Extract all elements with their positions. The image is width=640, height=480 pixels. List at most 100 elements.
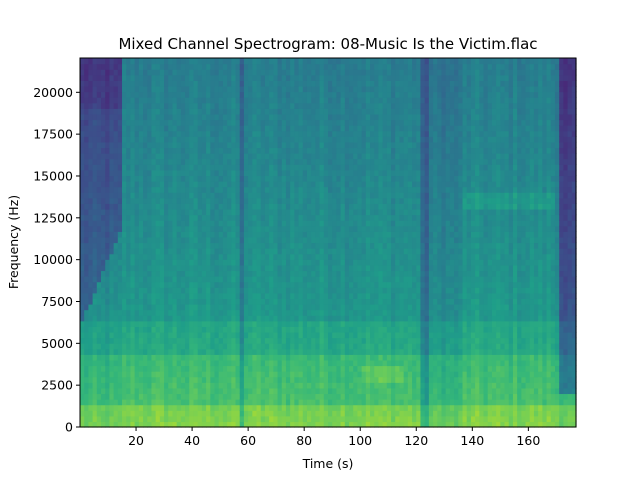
heatmap-cell xyxy=(239,141,245,149)
heatmap-cell xyxy=(189,130,195,137)
heatmap-cell xyxy=(172,320,178,327)
heatmap-cell xyxy=(155,399,161,406)
heatmap-cell xyxy=(378,175,384,182)
heatmap-cell xyxy=(147,270,153,277)
heatmap-cell xyxy=(311,304,316,311)
heatmap-cell xyxy=(243,231,249,238)
heatmap-cell xyxy=(201,365,207,372)
heatmap-cell xyxy=(122,63,127,70)
heatmap-cell xyxy=(378,136,384,143)
heatmap-cell xyxy=(197,343,203,350)
heatmap-cell xyxy=(126,63,132,70)
heatmap-cell xyxy=(193,276,199,283)
heatmap-cell xyxy=(277,236,283,244)
heatmap-cell xyxy=(285,382,291,389)
heatmap-cell xyxy=(264,343,270,350)
heatmap-cell xyxy=(319,259,325,266)
heatmap-cell xyxy=(117,130,123,137)
heatmap-cell xyxy=(155,337,161,344)
heatmap-cell xyxy=(264,208,270,216)
heatmap-cell xyxy=(164,236,169,244)
heatmap-cell xyxy=(269,153,274,160)
heatmap-cell xyxy=(109,158,115,165)
heatmap-cell xyxy=(218,359,224,367)
heatmap-cell xyxy=(151,181,157,188)
heatmap-cell xyxy=(201,309,207,316)
heatmap-cell xyxy=(353,169,359,177)
heatmap-cell xyxy=(159,393,165,400)
heatmap-cell xyxy=(269,337,274,344)
heatmap-cell xyxy=(189,192,195,199)
heatmap-cell xyxy=(349,181,354,188)
heatmap-cell xyxy=(256,186,262,193)
heatmap-cell xyxy=(357,348,363,355)
heatmap-cell xyxy=(311,399,316,406)
heatmap-cell xyxy=(168,376,174,383)
heatmap-cell xyxy=(197,113,203,121)
heatmap-cell xyxy=(168,315,174,322)
heatmap-cell xyxy=(243,158,249,165)
heatmap-cell xyxy=(109,153,115,160)
heatmap-cell xyxy=(319,141,325,149)
heatmap-cell xyxy=(155,387,161,395)
heatmap-cell xyxy=(84,147,89,154)
heatmap-cell xyxy=(176,359,182,367)
heatmap-cell xyxy=(281,108,287,115)
heatmap-cell xyxy=(311,231,316,238)
heatmap-cell xyxy=(391,58,396,65)
heatmap-cell xyxy=(172,292,178,300)
heatmap-cell xyxy=(328,348,333,355)
heatmap-cell xyxy=(151,410,157,417)
heatmap-cell xyxy=(210,393,216,400)
heatmap-cell xyxy=(340,421,346,428)
heatmap-cell xyxy=(147,130,153,137)
heatmap-cell xyxy=(332,158,337,165)
heatmap-cell xyxy=(185,359,190,367)
heatmap-cell xyxy=(239,337,245,344)
heatmap-cell xyxy=(357,387,363,395)
heatmap-cell xyxy=(180,214,186,221)
heatmap-cell xyxy=(243,175,249,182)
heatmap-cell xyxy=(130,197,136,204)
heatmap-cell xyxy=(365,164,371,171)
heatmap-cell xyxy=(344,231,350,238)
heatmap-cell xyxy=(206,371,211,378)
heatmap-cell xyxy=(374,169,380,177)
heatmap-cell xyxy=(176,85,182,93)
heatmap-cell xyxy=(117,331,123,339)
heatmap-cell xyxy=(332,337,337,344)
heatmap-cell xyxy=(328,192,333,199)
heatmap-cell xyxy=(344,298,350,305)
heatmap-cell xyxy=(172,404,178,411)
heatmap-cell xyxy=(243,399,249,406)
heatmap-cell xyxy=(248,371,253,378)
heatmap-cell xyxy=(323,382,329,389)
heatmap-cell xyxy=(197,220,203,227)
heatmap-cell xyxy=(206,147,211,154)
heatmap-cell xyxy=(395,304,401,311)
heatmap-cell xyxy=(88,97,94,104)
heatmap-cell xyxy=(92,242,98,249)
heatmap-cell xyxy=(370,264,375,272)
heatmap-cell xyxy=(201,208,207,216)
heatmap-cell xyxy=(323,365,329,372)
heatmap-cell xyxy=(164,343,169,350)
heatmap-cell xyxy=(370,203,375,210)
heatmap-cell xyxy=(189,331,195,339)
heatmap-cell xyxy=(113,85,119,93)
heatmap-cell xyxy=(164,214,169,221)
heatmap-cell xyxy=(361,74,367,81)
heatmap-cell xyxy=(126,404,132,411)
heatmap-cell xyxy=(353,359,359,367)
heatmap-cell xyxy=(382,320,388,327)
heatmap-cell xyxy=(332,270,337,277)
heatmap-cell xyxy=(185,192,190,199)
heatmap-cell xyxy=(185,281,190,288)
heatmap-cell xyxy=(206,169,211,177)
heatmap-cell xyxy=(214,382,220,389)
heatmap-cell xyxy=(290,80,295,87)
heatmap-cell xyxy=(336,208,342,216)
heatmap-cell xyxy=(113,382,119,389)
heatmap-cell xyxy=(105,58,111,65)
heatmap-cell xyxy=(365,214,371,221)
